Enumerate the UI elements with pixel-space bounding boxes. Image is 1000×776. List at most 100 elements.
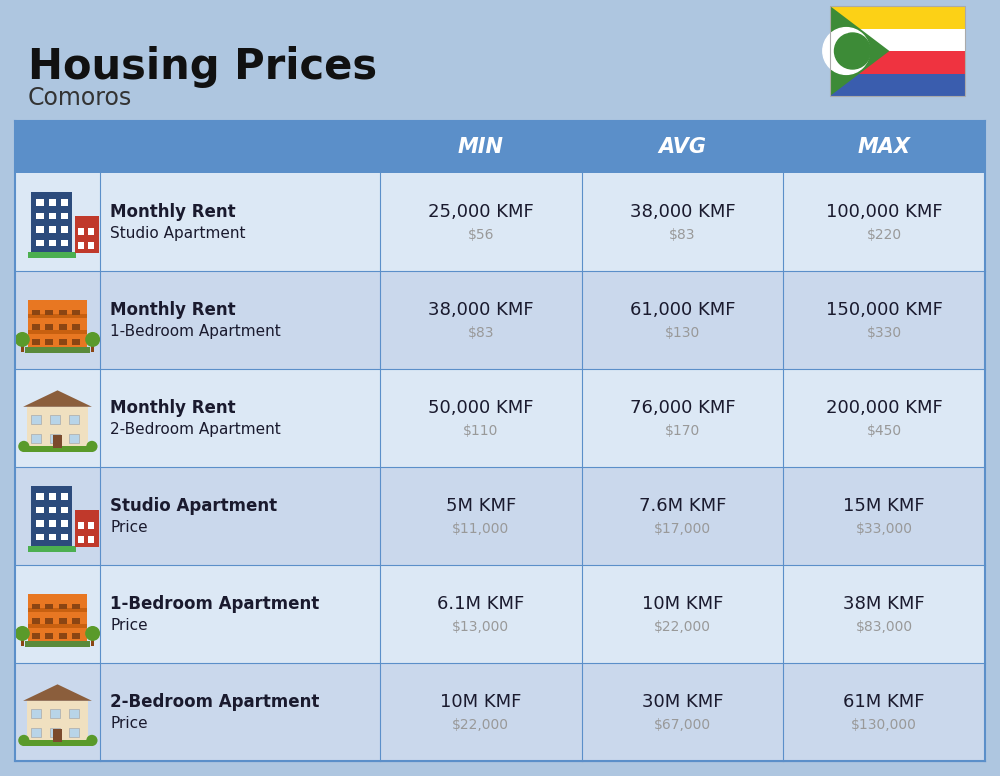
Text: 50,000 KMF: 50,000 KMF <box>428 399 534 417</box>
Bar <box>15 467 985 565</box>
Text: $130,000: $130,000 <box>851 718 917 732</box>
Polygon shape <box>23 390 92 407</box>
Bar <box>72 604 80 609</box>
Bar <box>28 546 76 552</box>
Bar <box>25 347 90 353</box>
Bar <box>28 608 87 612</box>
Text: Housing Prices: Housing Prices <box>28 46 377 88</box>
Bar <box>28 331 87 334</box>
Text: $83,000: $83,000 <box>856 620 913 634</box>
Text: $17,000: $17,000 <box>654 521 711 535</box>
Bar <box>45 618 53 624</box>
Text: Price: Price <box>110 716 148 731</box>
Bar <box>69 415 79 424</box>
Bar <box>49 534 56 540</box>
Bar <box>61 521 68 527</box>
Text: $22,000: $22,000 <box>654 620 711 634</box>
Bar <box>50 434 60 443</box>
Bar <box>72 310 80 315</box>
Bar <box>78 536 84 543</box>
Bar <box>53 729 62 742</box>
Bar <box>61 507 68 513</box>
Text: 5M KMF: 5M KMF <box>446 497 516 515</box>
Text: 76,000 KMF: 76,000 KMF <box>630 399 735 417</box>
Text: Comoros: Comoros <box>28 86 132 110</box>
Bar <box>49 240 56 246</box>
Bar <box>32 310 40 315</box>
Bar <box>28 624 87 629</box>
Bar <box>78 242 84 249</box>
Bar <box>32 632 40 639</box>
Bar <box>830 6 965 29</box>
Polygon shape <box>23 684 92 701</box>
Bar <box>32 618 40 624</box>
Bar <box>36 521 44 527</box>
Bar <box>53 435 62 448</box>
Bar <box>61 199 68 206</box>
Text: AVG: AVG <box>658 137 706 157</box>
Bar <box>830 29 965 51</box>
Bar <box>31 434 41 443</box>
Bar <box>15 369 985 467</box>
Text: Price: Price <box>110 520 148 535</box>
Text: $13,000: $13,000 <box>452 620 509 634</box>
Text: Monthly Rent: Monthly Rent <box>110 203 236 221</box>
Polygon shape <box>830 6 889 96</box>
Text: 10M KMF: 10M KMF <box>440 693 522 711</box>
Bar <box>15 271 985 369</box>
Text: 38M KMF: 38M KMF <box>843 595 925 613</box>
Circle shape <box>15 332 30 347</box>
Bar <box>36 199 44 206</box>
Bar <box>75 216 99 254</box>
Bar <box>59 632 67 639</box>
Text: $22,000: $22,000 <box>452 718 509 732</box>
Bar <box>88 242 94 249</box>
Bar <box>830 74 965 96</box>
Bar <box>23 446 92 452</box>
Text: 25,000 KMF: 25,000 KMF <box>428 203 534 221</box>
Text: 7.6M KMF: 7.6M KMF <box>639 497 726 515</box>
Text: 150,000 KMF: 150,000 KMF <box>826 301 943 319</box>
Bar <box>75 510 99 547</box>
Text: $83: $83 <box>468 326 494 340</box>
Bar <box>88 228 94 234</box>
Bar <box>31 192 72 254</box>
Text: MAX: MAX <box>858 137 911 157</box>
Text: 200,000 KMF: 200,000 KMF <box>826 399 943 417</box>
Text: MIN: MIN <box>458 137 504 157</box>
Text: $330: $330 <box>867 326 902 340</box>
Bar <box>50 415 60 424</box>
Text: $450: $450 <box>867 424 902 438</box>
Bar <box>49 213 56 219</box>
Bar <box>28 252 76 258</box>
Text: $67,000: $67,000 <box>654 718 711 732</box>
Circle shape <box>18 735 29 746</box>
Circle shape <box>85 626 100 641</box>
Bar <box>45 338 53 345</box>
Bar <box>78 228 84 234</box>
Bar <box>59 618 67 624</box>
Text: $83: $83 <box>669 227 696 242</box>
Bar <box>61 494 68 500</box>
Text: 15M KMF: 15M KMF <box>843 497 925 515</box>
Bar <box>27 701 88 742</box>
Bar <box>36 240 44 246</box>
Circle shape <box>86 441 98 452</box>
Text: Studio Apartment: Studio Apartment <box>110 497 277 515</box>
Bar <box>49 494 56 500</box>
Text: 1-Bedroom Apartment: 1-Bedroom Apartment <box>110 595 319 613</box>
Bar <box>36 494 44 500</box>
Text: 30M KMF: 30M KMF <box>642 693 723 711</box>
Text: Monthly Rent: Monthly Rent <box>110 399 236 417</box>
Bar <box>21 637 24 646</box>
Bar <box>45 632 53 639</box>
Text: $170: $170 <box>665 424 700 438</box>
Bar <box>88 522 94 528</box>
Bar <box>72 338 80 345</box>
Bar <box>36 507 44 513</box>
Text: $130: $130 <box>665 326 700 340</box>
Bar <box>59 310 67 315</box>
Bar <box>27 407 88 448</box>
Text: 38,000 KMF: 38,000 KMF <box>630 203 735 221</box>
Bar <box>59 338 67 345</box>
